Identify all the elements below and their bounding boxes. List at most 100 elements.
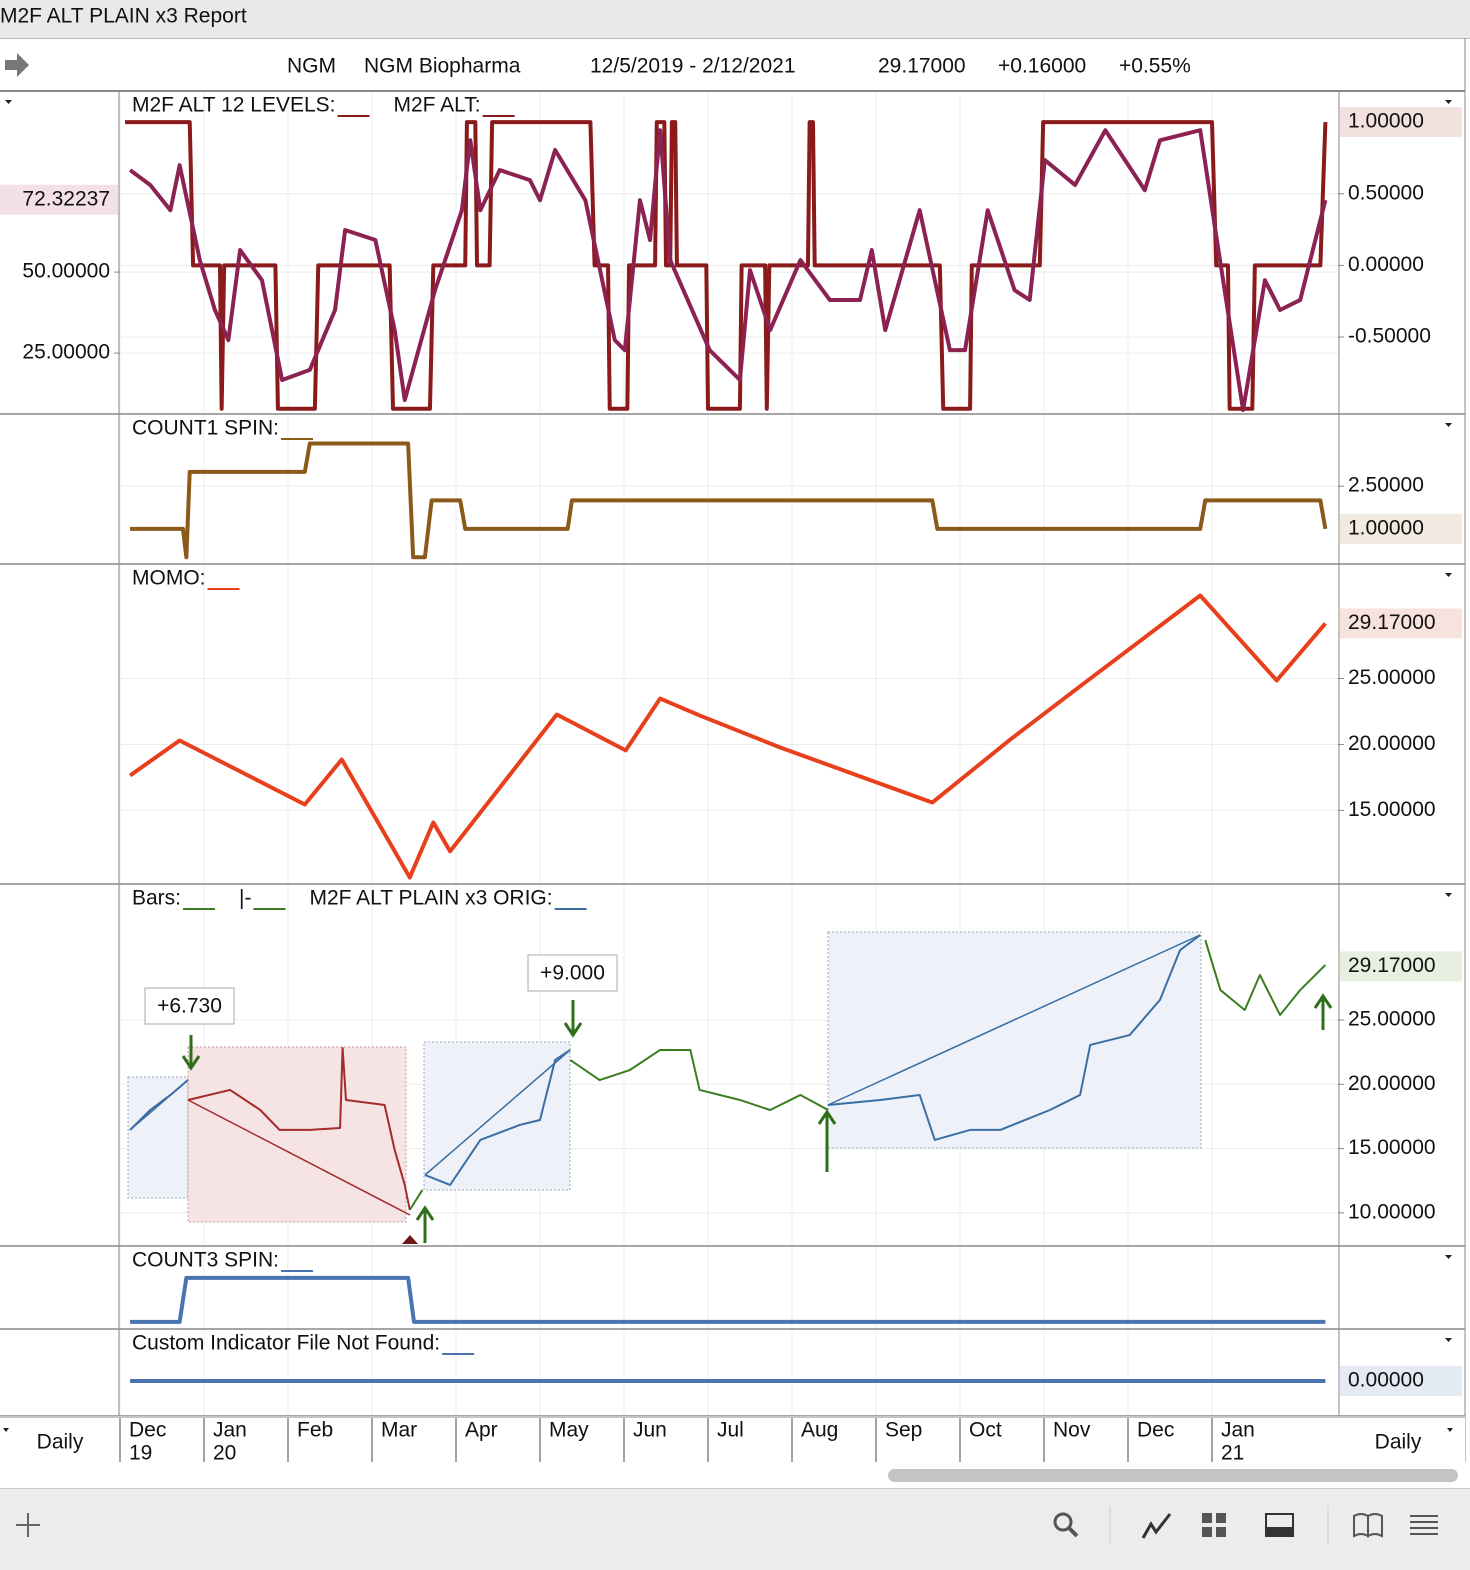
search-button[interactable] — [1053, 1512, 1079, 1538]
y-tick-label: 15.00000 — [1348, 798, 1436, 821]
add-button[interactable] — [16, 1513, 40, 1537]
series-line — [130, 1275, 1326, 1324]
panel-label: M2F ALT PLAIN x3 ORIG: — [309, 887, 552, 910]
signal-box — [424, 1049, 571, 1176]
panel-label: MOMO: — [132, 567, 206, 590]
period-left-menu[interactable] — [3, 1428, 9, 1432]
series-line — [128, 593, 1327, 880]
x-tick-label: Jul — [717, 1419, 744, 1442]
change: +0.16000 — [998, 55, 1086, 78]
nav-arrow[interactable] — [5, 53, 29, 77]
signal-arrow — [402, 1235, 418, 1244]
y-tick-label: 0.00000 — [1348, 253, 1424, 276]
x-tick-label: Feb — [297, 1419, 333, 1442]
x-tick-label: Nov — [1053, 1419, 1091, 1442]
signal-box — [187, 1099, 411, 1216]
series-line — [424, 1049, 571, 1186]
value-marker — [1340, 107, 1462, 138]
book-button[interactable] — [1353, 1513, 1383, 1538]
date-range: 12/5/2019 - 2/12/2021 — [590, 55, 796, 78]
series-line — [129, 1079, 189, 1131]
panel-label: Custom Indicator File Not Found: — [132, 1332, 440, 1355]
annotation-box — [527, 954, 618, 992]
y-tick-label: 50.00000 — [22, 260, 110, 283]
menu-button[interactable] — [1410, 1515, 1438, 1535]
y-tick-label: 20.00000 — [1348, 732, 1436, 755]
panel-label: COUNT1 SPIN: — [132, 417, 279, 440]
title-bar — [0, 0, 1470, 38]
panel-label: M2F ALT: — [394, 94, 481, 117]
panel-menu — [1445, 423, 1452, 427]
x-tick-label: Dec — [1137, 1419, 1174, 1442]
x-tick-label: May — [549, 1419, 589, 1442]
last-price: 29.17000 — [878, 55, 966, 78]
signal-box — [127, 1076, 189, 1199]
panel-button[interactable] — [1265, 1513, 1294, 1537]
y-tick-label: 10.00000 — [1348, 1200, 1436, 1223]
search-icon — [1053, 1512, 1073, 1532]
tile — [1216, 1513, 1226, 1523]
value-marker — [0, 184, 118, 215]
x-tick-year: 21 — [1221, 1442, 1244, 1465]
tile — [1202, 1527, 1212, 1537]
period-right[interactable]: Daily — [1375, 1431, 1422, 1454]
panel-label: M2F ALT 12 LEVELS: — [132, 94, 336, 117]
x-tick-year: 19 — [129, 1442, 152, 1465]
signal-arrow — [563, 1000, 583, 1038]
value-marker-label: 1.00000 — [1348, 110, 1424, 133]
annotation: +9.000 — [540, 962, 605, 985]
chart-button[interactable] — [1141, 1513, 1172, 1539]
company: NGM Biopharma — [364, 55, 521, 78]
panel-menu — [1445, 893, 1452, 897]
value-marker-label: 29.17000 — [1348, 954, 1436, 977]
panel-menu — [1445, 1338, 1452, 1342]
signal-arrow — [415, 1205, 435, 1243]
x-tick-label: Apr — [465, 1419, 498, 1442]
x-tick-label: Mar — [381, 1419, 417, 1442]
tile — [1202, 1513, 1212, 1523]
panels: 0.50000 0.00000 -0.50000 50.00000 25.00000 1.… — [0, 38, 1466, 1462]
signal-box — [827, 931, 1202, 1149]
y-tick-label: 0.50000 — [1348, 181, 1424, 204]
x-tick-year: 20 — [213, 1442, 236, 1465]
layout-button[interactable] — [1202, 1513, 1226, 1537]
panel-menu — [5, 100, 12, 104]
value-marker-label: 72.32237 — [22, 187, 110, 210]
series-line — [828, 934, 1201, 1141]
symbol: NGM — [287, 55, 336, 78]
scrollbar[interactable] — [888, 1469, 1458, 1482]
panel-label: |- — [239, 887, 251, 910]
x-tick-label: Oct — [969, 1419, 1002, 1442]
series-line — [408, 1189, 424, 1211]
x-tick-label: Aug — [801, 1419, 838, 1442]
panel-icon-fill — [1266, 1527, 1293, 1536]
value-marker — [1340, 513, 1462, 544]
y-tick-label: 15.00000 — [1348, 1136, 1436, 1159]
x-axis-bar — [0, 1416, 1465, 1464]
panel-label: COUNT3 SPIN: — [132, 1249, 279, 1272]
annotation-box — [144, 987, 235, 1025]
series-line — [187, 1047, 411, 1211]
search-handle — [1067, 1526, 1079, 1538]
signal-box — [423, 1041, 571, 1191]
toolbar — [0, 1488, 1470, 1570]
value-marker — [1340, 608, 1462, 639]
signal-box — [187, 1046, 407, 1223]
value-marker-label: 29.17000 — [1348, 611, 1436, 634]
x-tick-label: Sep — [885, 1419, 922, 1442]
value-marker-label: 1.00000 — [1348, 516, 1424, 539]
y-tick-label: 25.00000 — [1348, 1008, 1436, 1031]
change-percent: +0.55% — [1119, 55, 1191, 78]
x-tick-label: Jan — [213, 1419, 247, 1442]
period-right-menu[interactable] — [1447, 1428, 1453, 1432]
signal-arrow — [181, 1035, 201, 1071]
y-tick-label: 25.00000 — [22, 341, 110, 364]
y-tick-label: 25.00000 — [1348, 666, 1436, 689]
series-line — [1204, 939, 1327, 1016]
period-left[interactable]: Daily — [37, 1431, 84, 1454]
tile — [1216, 1527, 1226, 1537]
value-marker-label: 0.00000 — [1348, 1369, 1424, 1392]
panel-menu — [1445, 573, 1452, 577]
y-tick-label: -0.50000 — [1348, 325, 1431, 348]
